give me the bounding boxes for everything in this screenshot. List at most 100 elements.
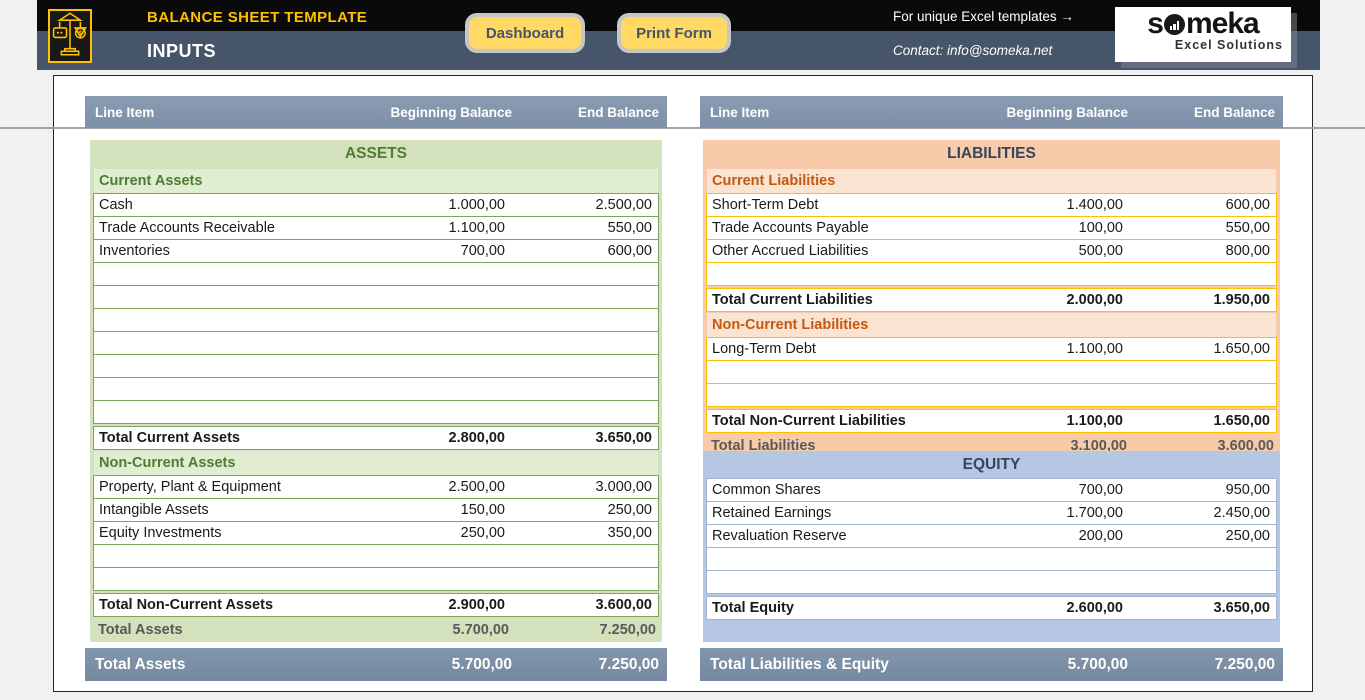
bar-begin: 5.700,00 bbox=[365, 656, 512, 674]
cell-end[interactable]: 350,00 bbox=[505, 525, 652, 541]
cell-label[interactable]: Common Shares bbox=[707, 482, 976, 498]
total-current-liabilities-row: Total Current Liabilities 2.000,00 1.950… bbox=[706, 288, 1277, 312]
cell-label: Total Current Assets bbox=[94, 430, 358, 446]
cell-begin[interactable]: 200,00 bbox=[976, 528, 1123, 544]
someka-wordmark-end: meka bbox=[1186, 8, 1259, 40]
balance-scale-logo: $ bbox=[48, 9, 92, 63]
cell-end[interactable]: 600,00 bbox=[1123, 197, 1270, 213]
cell-end[interactable]: 550,00 bbox=[505, 220, 652, 236]
cell-begin[interactable]: 500,00 bbox=[976, 243, 1123, 259]
bar-begin: 5.700,00 bbox=[981, 656, 1128, 674]
assets-title: ASSETS bbox=[90, 140, 662, 168]
cell-label[interactable]: Intangible Assets bbox=[94, 502, 358, 518]
someka-tagline: Excel Solutions bbox=[1123, 38, 1283, 52]
table-row-empty bbox=[93, 377, 659, 401]
cell-end[interactable]: 2.450,00 bbox=[1123, 505, 1270, 521]
cell-end[interactable]: 950,00 bbox=[1123, 482, 1270, 498]
cell-begin[interactable]: 700,00 bbox=[976, 482, 1123, 498]
col-end-balance: End Balance bbox=[512, 105, 659, 120]
table-row-empty bbox=[706, 547, 1277, 571]
table-row: Revaluation Reserve 200,00 250,00 bbox=[706, 524, 1277, 548]
cell-begin[interactable]: 1.400,00 bbox=[976, 197, 1123, 213]
cell-end[interactable]: 2.500,00 bbox=[505, 197, 652, 213]
cell-end[interactable]: 1.950,00 bbox=[1123, 292, 1270, 308]
table-row: Inventories 700,00 600,00 bbox=[93, 239, 659, 263]
table-row-empty bbox=[93, 331, 659, 355]
table-row: Retained Earnings 1.700,00 2.450,00 bbox=[706, 501, 1277, 525]
table-row: Cash 1.000,00 2.500,00 bbox=[93, 193, 659, 217]
col-line-item: Line Item bbox=[95, 105, 365, 120]
cell-begin[interactable]: 2.900,00 bbox=[358, 597, 505, 613]
cell-label[interactable]: Revaluation Reserve bbox=[707, 528, 976, 544]
cell-begin[interactable]: 150,00 bbox=[358, 502, 505, 518]
cell-begin[interactable]: 1.000,00 bbox=[358, 197, 505, 213]
cell-begin[interactable]: 700,00 bbox=[358, 243, 505, 259]
non-current-assets-subtitle: Non-Current Assets bbox=[94, 451, 658, 475]
cell-end[interactable]: 250,00 bbox=[1123, 528, 1270, 544]
cell-label: Total Non-Current Assets bbox=[94, 597, 358, 613]
print-form-button[interactable]: Print Form bbox=[617, 13, 731, 53]
assets-section: ASSETS Current Assets Cash 1.000,00 2.50… bbox=[90, 140, 662, 642]
table-row: Short-Term Debt 1.400,00 600,00 bbox=[706, 193, 1277, 217]
someka-logo[interactable]: s meka Excel Solutions bbox=[1115, 7, 1291, 62]
cell-label[interactable]: Long-Term Debt bbox=[707, 341, 976, 357]
bar-end: 7.250,00 bbox=[512, 656, 659, 674]
cell-begin[interactable]: 1.100,00 bbox=[358, 220, 505, 236]
cell-end[interactable]: 550,00 bbox=[1123, 220, 1270, 236]
table-row-empty bbox=[93, 285, 659, 309]
cell-end[interactable]: 1.650,00 bbox=[1123, 413, 1270, 429]
promo-link[interactable]: For unique Excel templates → bbox=[893, 9, 1074, 24]
bar-label: Total Assets bbox=[95, 656, 365, 674]
cell-begin[interactable]: 1.100,00 bbox=[976, 413, 1123, 429]
cell-end[interactable]: 3.650,00 bbox=[505, 430, 652, 446]
equity-section: EQUITY Common Shares 700,00 950,00 Retai… bbox=[703, 451, 1280, 642]
cell-label[interactable]: Trade Accounts Receivable bbox=[94, 220, 358, 236]
someka-wordmark: s meka bbox=[1123, 8, 1283, 40]
cell-begin[interactable]: 1.100,00 bbox=[976, 341, 1123, 357]
cell-end[interactable]: 600,00 bbox=[505, 243, 652, 259]
cell-begin[interactable]: 250,00 bbox=[358, 525, 505, 541]
cell-begin[interactable]: 2.000,00 bbox=[976, 292, 1123, 308]
cell-label[interactable]: Property, Plant & Equipment bbox=[94, 479, 358, 495]
app-title: BALANCE SHEET TEMPLATE bbox=[147, 9, 367, 26]
cell-end[interactable]: 250,00 bbox=[505, 502, 652, 518]
total-current-assets-row: Total Current Assets 2.800,00 3.650,00 bbox=[93, 426, 659, 450]
cell-begin[interactable]: 2.500,00 bbox=[358, 479, 505, 495]
cell-label[interactable]: Cash bbox=[94, 197, 358, 213]
cell-label[interactable]: Inventories bbox=[94, 243, 358, 259]
table-row-empty bbox=[93, 354, 659, 378]
non-current-liabilities-subtitle: Non-Current Liabilities bbox=[707, 313, 1276, 337]
cell-end[interactable]: 1.650,00 bbox=[1123, 341, 1270, 357]
someka-wordmark-start: s bbox=[1147, 8, 1163, 40]
cell-end[interactable]: 3.600,00 bbox=[505, 597, 652, 613]
total-liabilities-equity-grand-bar: Total Liabilities & Equity 5.700,00 7.25… bbox=[700, 648, 1283, 681]
dashboard-button[interactable]: Dashboard bbox=[465, 13, 585, 53]
contact-email[interactable]: Contact: info@someka.net bbox=[893, 43, 1052, 58]
cell-end[interactable]: 3.650,00 bbox=[1123, 600, 1270, 616]
cell-begin[interactable]: 2.800,00 bbox=[358, 430, 505, 446]
cell-label[interactable]: Retained Earnings bbox=[707, 505, 976, 521]
cell-label: Total Assets bbox=[98, 622, 362, 638]
liabilities-title: LIABILITIES bbox=[703, 140, 1280, 168]
table-row: Property, Plant & Equipment 2.500,00 3.0… bbox=[93, 475, 659, 499]
table-row-empty bbox=[706, 570, 1277, 594]
cell-label[interactable]: Short-Term Debt bbox=[707, 197, 976, 213]
table-row-empty bbox=[706, 360, 1277, 384]
cell-label[interactable]: Other Accrued Liabilities bbox=[707, 243, 976, 259]
cell-begin[interactable]: 2.600,00 bbox=[976, 600, 1123, 616]
cell-label[interactable]: Equity Investments bbox=[94, 525, 358, 541]
table-row: Long-Term Debt 1.100,00 1.650,00 bbox=[706, 337, 1277, 361]
cell-label[interactable]: Trade Accounts Payable bbox=[707, 220, 976, 236]
cell-begin[interactable]: 100,00 bbox=[976, 220, 1123, 236]
col-beginning-balance: Beginning Balance bbox=[365, 105, 512, 120]
table-row: Common Shares 700,00 950,00 bbox=[706, 478, 1277, 502]
cell-end[interactable]: 3.000,00 bbox=[505, 479, 652, 495]
table-row-empty bbox=[706, 383, 1277, 407]
equity-title: EQUITY bbox=[703, 451, 1280, 479]
balance-scale-icon: $ bbox=[51, 10, 89, 63]
cell-label: Total Non-Current Liabilities bbox=[707, 413, 976, 429]
cell-end[interactable]: 800,00 bbox=[1123, 243, 1270, 259]
table-row: Equity Investments 250,00 350,00 bbox=[93, 521, 659, 545]
cell-begin[interactable]: 1.700,00 bbox=[976, 505, 1123, 521]
cell-end: 7.250,00 bbox=[509, 622, 656, 638]
